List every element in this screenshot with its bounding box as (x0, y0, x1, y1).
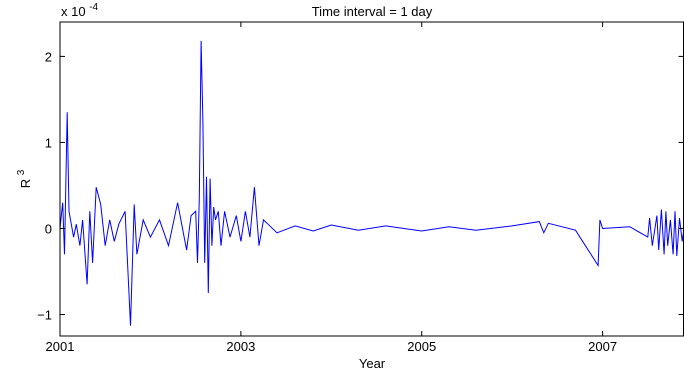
x-tick-label: 2005 (407, 339, 436, 354)
series-line (59, 40, 684, 326)
x-axis-label: Year (359, 356, 386, 371)
x-tick-label: 2007 (588, 339, 617, 354)
y-tick-label: −1 (37, 307, 52, 322)
chart-title: Time interval = 1 day (312, 4, 433, 19)
plot-frame (59, 21, 684, 337)
x-tick-label: 2001 (46, 339, 75, 354)
x-tick-label: 2003 (226, 339, 255, 354)
y-axis-label-superscript: 3 (16, 169, 27, 175)
y-axis-label: R 3 (16, 169, 33, 188)
y-axis-ticks: −1 0 1 2 (37, 49, 684, 322)
y-axis-multiplier-exponent: -4 (89, 2, 98, 13)
y-tick-label: 1 (45, 135, 52, 150)
y-axis-label-base: R (18, 179, 33, 188)
y-tick-label: 2 (45, 49, 52, 64)
x-axis-ticks: 2001 2003 2005 2007 (46, 22, 617, 354)
y-axis-multiplier-base: x 10 (61, 4, 86, 19)
y-axis-multiplier: x 10 -4 (61, 2, 99, 19)
plot-area (59, 40, 684, 326)
y-tick-label: 0 (45, 221, 52, 236)
